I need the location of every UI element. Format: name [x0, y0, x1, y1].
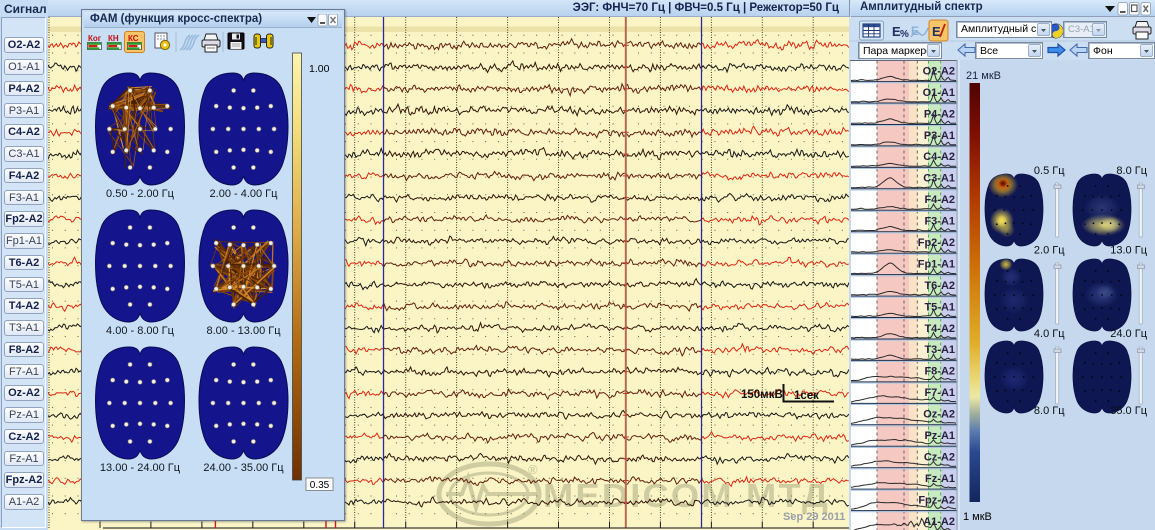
- svg-text:F7-A1: F7-A1: [924, 387, 955, 399]
- svg-text:8.0 Гц: 8.0 Гц: [1034, 405, 1065, 417]
- svg-text:Pz-A1: Pz-A1: [924, 430, 955, 442]
- svg-text:1сек: 1сек: [794, 390, 819, 402]
- svg-text:F3-A1: F3-A1: [924, 216, 955, 228]
- svg-text:T5-A1: T5-A1: [924, 301, 955, 313]
- svg-text:C4-A2: C4-A2: [923, 151, 955, 163]
- svg-text:E: E: [892, 24, 901, 39]
- svg-text:O2-A2: O2-A2: [923, 65, 955, 77]
- svg-text:0.50 - 2.00 Гц: 0.50 - 2.00 Гц: [106, 188, 175, 200]
- svg-text:Ког: Ког: [88, 34, 102, 43]
- svg-text:MEDICOM МТД: MEDICOM МТД: [543, 477, 830, 514]
- svg-text:Fp2-A2: Fp2-A2: [918, 237, 955, 249]
- svg-text:0.35: 0.35: [310, 480, 330, 491]
- svg-text:F4-A2: F4-A2: [924, 194, 955, 206]
- svg-text:A1-A2: A1-A2: [923, 516, 955, 528]
- svg-text:24.0 Гц: 24.0 Гц: [1110, 328, 1147, 340]
- svg-text:35.0 Гц: 35.0 Гц: [1110, 405, 1147, 417]
- svg-text:0.5 Гц: 0.5 Гц: [1034, 165, 1065, 177]
- svg-text:150мкВ: 150мкВ: [741, 389, 783, 401]
- svg-text:Fpz-A2: Fpz-A2: [918, 494, 955, 506]
- svg-text:T4-A2: T4-A2: [924, 323, 955, 335]
- svg-text:21 мкВ: 21 мкВ: [966, 70, 1001, 82]
- svg-text:E: E: [932, 24, 941, 39]
- svg-text:Cz-A2: Cz-A2: [924, 452, 955, 464]
- svg-text:P3-A1: P3-A1: [924, 130, 955, 142]
- svg-text:P4-A2: P4-A2: [924, 108, 955, 120]
- svg-text:Oz-A2: Oz-A2: [923, 409, 955, 421]
- svg-text:Sep 29 2011: Sep 29 2011: [783, 511, 845, 523]
- svg-text:®: ®: [528, 462, 538, 477]
- svg-text:4.00 - 8.00 Гц: 4.00 - 8.00 Гц: [106, 325, 175, 337]
- svg-text:1.00: 1.00: [309, 63, 330, 75]
- svg-text:1 мкВ: 1 мкВ: [963, 511, 992, 523]
- svg-text:4.0 Гц: 4.0 Гц: [1034, 328, 1065, 340]
- svg-text:2.0 Гц: 2.0 Гц: [1034, 245, 1065, 257]
- svg-text:Fz-A1: Fz-A1: [925, 473, 955, 485]
- svg-text:T3-A1: T3-A1: [924, 344, 955, 356]
- svg-text:O1-A1: O1-A1: [923, 87, 955, 99]
- svg-text:C3-A1: C3-A1: [923, 173, 955, 185]
- svg-text:T6-A2: T6-A2: [924, 280, 955, 292]
- svg-text:13.0 Гц: 13.0 Гц: [1110, 245, 1147, 257]
- svg-text:13.00 - 24.00 Гц: 13.00 - 24.00 Гц: [100, 462, 181, 474]
- svg-text:Fp1-A1: Fp1-A1: [918, 258, 955, 270]
- svg-text:КН: КН: [108, 34, 119, 43]
- svg-text:8.0 Гц: 8.0 Гц: [1116, 165, 1147, 177]
- svg-text:%: %: [900, 29, 909, 40]
- svg-text:F8-A2: F8-A2: [924, 366, 955, 378]
- svg-text:8.00 - 13.00 Гц: 8.00 - 13.00 Гц: [206, 325, 281, 337]
- svg-text:КС: КС: [128, 34, 139, 43]
- svg-text:E: E: [911, 24, 919, 38]
- svg-text:2.00 - 4.00 Гц: 2.00 - 4.00 Гц: [210, 188, 279, 200]
- svg-text:24.00 - 35.00 Гц: 24.00 - 35.00 Гц: [203, 462, 284, 474]
